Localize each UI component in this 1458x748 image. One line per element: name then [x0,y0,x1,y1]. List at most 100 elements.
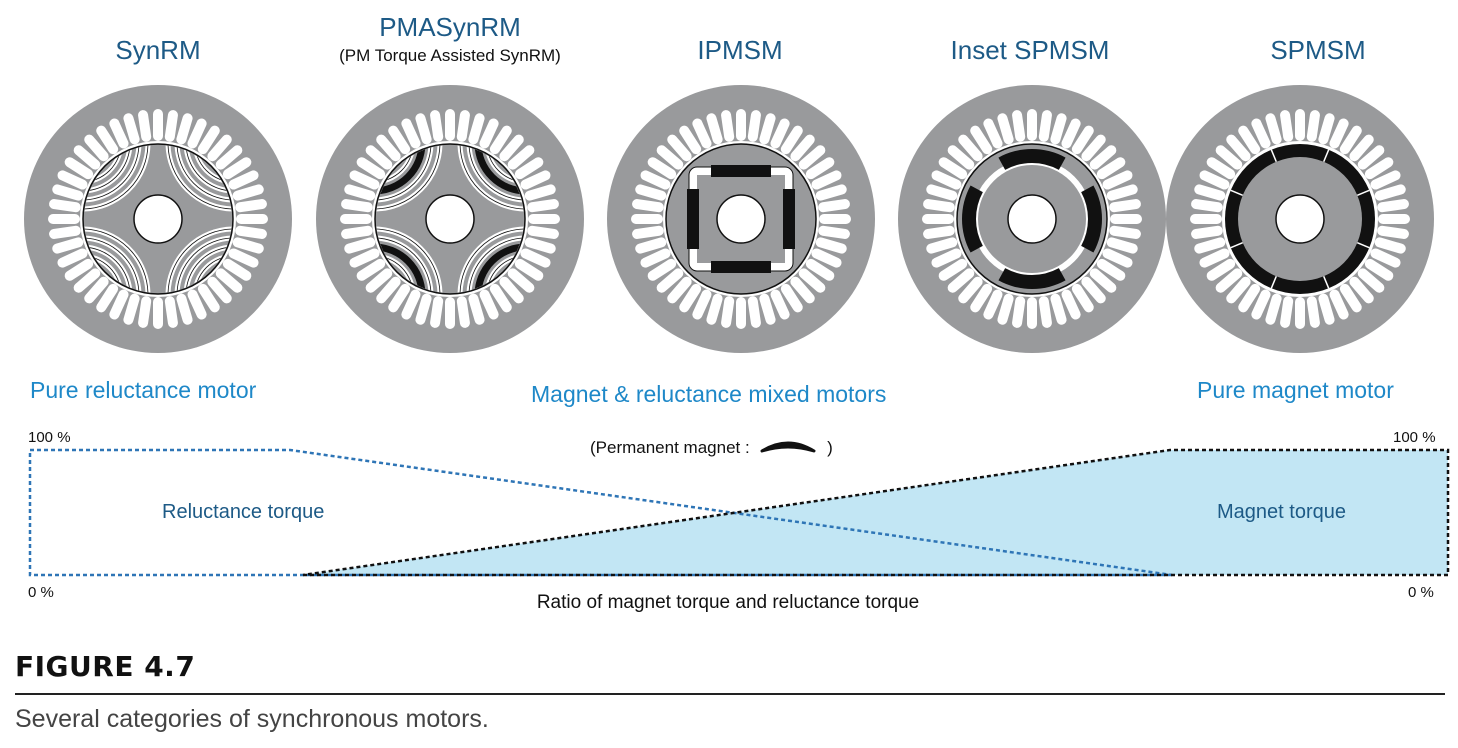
stator-slot [647,157,677,180]
stator-slot [215,268,243,293]
stator-slot [736,297,746,329]
stator-slot [1280,110,1294,142]
stator-slot [1109,199,1141,213]
stator-slot [983,118,1003,149]
axis-label: Ratio of magnet torque and reluctance to… [536,592,920,613]
stator-slot [520,248,551,268]
stator-slot [1206,258,1236,281]
stator-slot [1027,109,1037,141]
stator-slot [1050,293,1067,325]
stator-slot [52,237,84,254]
stator-slot [1061,289,1081,320]
stator-slot [1012,110,1026,142]
stator-slot [64,258,94,281]
stator-slot [640,248,671,268]
stator-slot [153,297,163,329]
stator-slot [445,297,455,329]
stator-slot [1374,237,1406,254]
permanent-magnet [687,189,699,249]
left-bottom-percent: 0 % [28,584,54,601]
stator-slot [926,184,958,201]
permanent-magnet [1081,185,1102,253]
stator-slot [721,296,735,328]
stator-slot [401,118,421,149]
stator-slot [445,109,455,141]
stator-slot [997,113,1014,145]
stator-slot [235,199,267,213]
stator-slot [468,293,485,325]
magnet-torque-label: Magnet torque [1217,501,1346,523]
stator-slot [1339,125,1362,155]
stator-slot [187,118,207,149]
permanent-magnet [998,268,1066,290]
stator-slot [138,110,152,142]
stator-slot [84,276,109,304]
stator-slot [376,134,401,162]
stator-slot [228,248,259,268]
stator-slot [1190,214,1222,224]
stator-slot [923,199,955,213]
stator-slot [235,225,267,239]
stator-slot [1329,118,1349,149]
stator-slot [176,113,193,145]
stator-slot [1096,157,1126,180]
motor-subtitle-pmasynrm: (PM Torque Assisted SynRM) [339,46,561,65]
stator-slot [640,170,671,190]
stator-slot [1206,157,1236,180]
stator-slot [164,110,178,142]
reluctance-torque-outline [28,448,1173,577]
stator-slot [1295,109,1305,141]
stator-slot [514,258,544,281]
stator-slot [73,145,101,170]
stator-slot [1081,134,1106,162]
stator-slot [1349,134,1374,162]
stator-slot [344,184,376,201]
stator-slot [1081,276,1106,304]
stator-slot [1370,248,1401,268]
stator-slot [938,258,968,281]
stator-slot [706,113,723,145]
stator-slot [524,237,556,254]
stator-slot [656,145,684,170]
figure-label: FIGURE 4.7 [15,650,196,683]
stator-slot [524,184,556,201]
stator-slot [1251,118,1271,149]
stator-slot [706,293,723,325]
stator-slot [341,225,373,239]
magnet-torque-area [303,450,1448,575]
stator-slot [815,184,847,201]
stator-slot [479,118,499,149]
motor-spmsm [1166,85,1434,353]
stator-slot [1370,170,1401,190]
stator-slot [1377,225,1409,239]
shaft-hole [1275,194,1325,244]
stator-slot [679,125,702,155]
stator-slot [96,125,119,155]
stator-slot [1191,225,1223,239]
stator-slot [647,258,677,281]
stator-slot [656,268,684,293]
stator-slot [456,296,470,328]
stator-slot [222,258,252,281]
stator-slot [635,184,667,201]
stator-slot [1280,296,1294,328]
stator-slot [123,293,140,325]
stator-slot [228,170,259,190]
stator-slot [84,134,109,162]
figure-divider [15,693,1445,695]
stator-slot [1199,170,1230,190]
stator-slot [344,237,376,254]
stator-slot [1265,113,1282,145]
magnet-gap [1323,149,1330,163]
stator-slot [1106,184,1138,201]
stator-slot [514,157,544,180]
permanent-magnet [711,261,771,273]
stator-slot [1306,296,1320,328]
stator-slot [222,157,252,180]
stator-slot [983,289,1003,320]
stator-slot [489,283,512,313]
stator-slot [759,113,776,145]
stator-slot [667,134,692,162]
category-pure-magnet: Pure magnet motor [1197,377,1394,403]
stator-slot [1251,289,1271,320]
